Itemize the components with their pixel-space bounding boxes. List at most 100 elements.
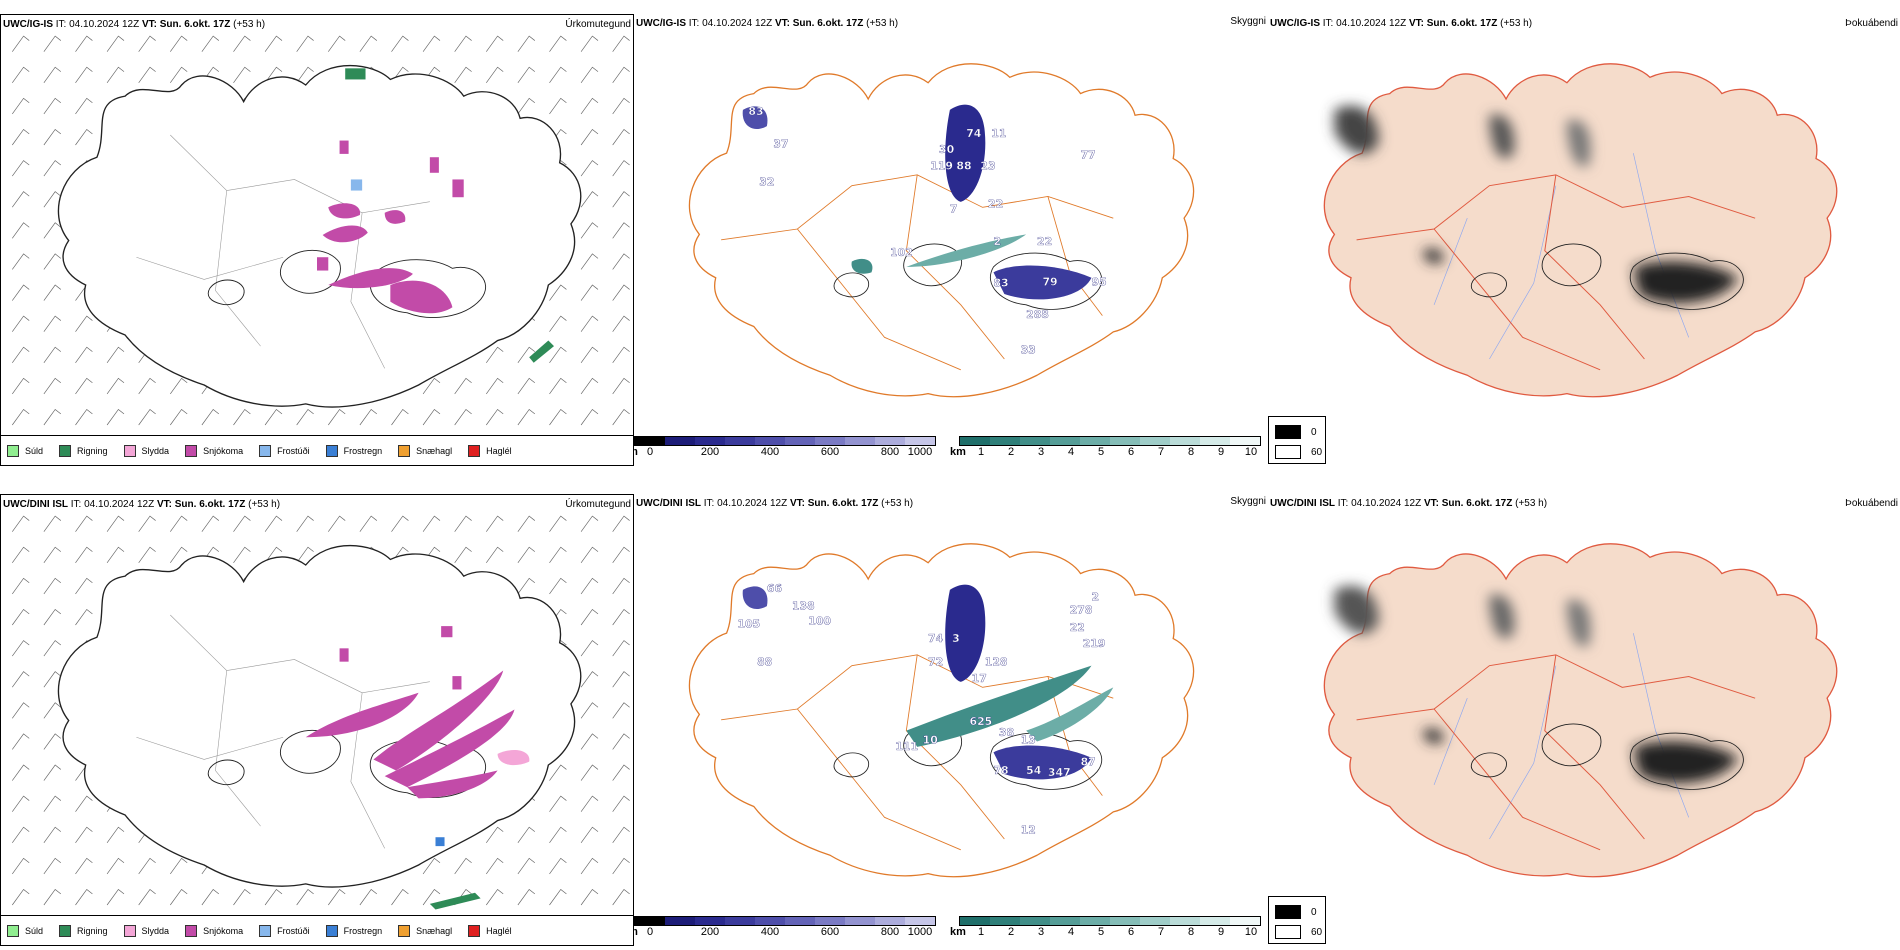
- wind-barb: [612, 733, 630, 750]
- wind-barb: [12, 515, 30, 532]
- wind-barb: [106, 515, 125, 532]
- legend-item: Frostúði: [259, 924, 310, 937]
- wind-barb: [328, 35, 346, 52]
- wind-barb: [264, 546, 283, 563]
- tick: 6: [1127, 926, 1135, 938]
- wind-barb: [580, 222, 599, 239]
- wind-barb: [296, 35, 314, 52]
- regional-boundaries: [136, 134, 430, 369]
- wind-barb: [486, 35, 504, 52]
- wind-barb: [517, 408, 536, 426]
- wind-barb: [43, 253, 62, 270]
- wind-barb: [454, 515, 472, 532]
- wind-barb: [43, 857, 62, 875]
- wind-barb: [296, 66, 314, 83]
- wind-barb: [612, 253, 630, 270]
- wind-barb: [612, 315, 630, 332]
- rain-areas: [345, 68, 554, 363]
- tick: 4: [1067, 446, 1075, 458]
- ceiling-unit: m: [634, 446, 638, 458]
- fog-roads: [1356, 174, 1756, 371]
- wind-barb: [296, 888, 314, 906]
- wind-barb: [517, 857, 536, 875]
- wind-barb: [517, 826, 536, 843]
- elevation-label: 79: [1042, 275, 1057, 288]
- tick: 1000: [907, 926, 933, 938]
- wind-barb: [170, 377, 188, 395]
- wind-barb: [549, 408, 567, 426]
- fog-key: 0 60: [1268, 416, 1326, 464]
- wind-barb: [328, 408, 346, 426]
- wind-barb: [12, 377, 30, 395]
- tick: 5: [1097, 446, 1105, 458]
- panel-header-ceiling: Skyggni: [1230, 496, 1266, 507]
- wind-barb: [201, 515, 220, 532]
- wind-barb: [201, 888, 220, 906]
- elevation-label: 74: [966, 127, 982, 140]
- elevation-label: 128: [985, 656, 1008, 669]
- wind-barb: [43, 346, 62, 363]
- wind-barb: [75, 795, 93, 812]
- wind-barb: [43, 577, 62, 595]
- tick: 3: [1037, 926, 1045, 938]
- legend-item: Rigning: [59, 924, 108, 937]
- legend-item: Snæhagl: [398, 444, 452, 457]
- wind-barb: [43, 160, 62, 177]
- wind-barb: [75, 577, 93, 595]
- tick: 400: [760, 926, 780, 938]
- fog-areas: [1334, 105, 1739, 304]
- wind-barb: [580, 377, 599, 395]
- wind-barb: [75, 515, 93, 532]
- wind-barb: [43, 284, 62, 301]
- wind-barb: [391, 408, 409, 426]
- wind-barb: [612, 191, 630, 208]
- tick: 0: [646, 446, 654, 458]
- wind-barb: [12, 826, 30, 843]
- wind-barb: [612, 515, 630, 532]
- wind-barb: [580, 191, 599, 208]
- visibility-colorbar-boxes: [959, 436, 1261, 446]
- legend-item: Haglél: [468, 444, 512, 457]
- legend-item: Snjókoma: [185, 444, 243, 457]
- tick: 2: [1007, 446, 1015, 458]
- legend-item: Snjókoma: [185, 924, 243, 937]
- elevation-label: 54: [1026, 764, 1042, 777]
- wind-barb: [612, 377, 630, 395]
- wind-barb: [580, 733, 599, 750]
- wind-barb: [43, 702, 62, 719]
- wind-barb: [43, 35, 62, 52]
- wind-barb: [580, 346, 599, 363]
- wind-barb: [233, 546, 251, 563]
- wind-barb: [580, 160, 599, 177]
- legend-item: Frostregn: [325, 444, 382, 457]
- wind-barb: [422, 35, 441, 52]
- panel-header-ceiling: Skyggni: [1230, 16, 1266, 27]
- elevation-label: 66: [767, 582, 782, 595]
- wind-barb: [422, 408, 441, 426]
- wind-barb: [612, 702, 630, 719]
- tick: 9: [1217, 446, 1225, 458]
- wind-barb: [43, 128, 62, 146]
- wind-barb: [12, 222, 30, 239]
- tick: 8: [1187, 446, 1195, 458]
- wind-barb: [391, 35, 409, 52]
- wind-barb: [549, 795, 567, 812]
- ceiling-colorbar-boxes: [634, 916, 936, 926]
- wind-barb: [612, 222, 630, 239]
- wind-barb: [612, 857, 630, 875]
- fog-map: [1323, 543, 1838, 878]
- legend-item: Frostregn: [325, 924, 382, 937]
- wind-barb: [12, 253, 30, 270]
- wind-barb: [580, 253, 599, 270]
- wind-barb: [75, 826, 93, 843]
- snow-areas: [317, 140, 464, 314]
- wind-barb: [43, 640, 62, 657]
- panel-title: UWC/DINI ISL IT: 04.10.2024 12Z VT: Sun.…: [636, 498, 914, 509]
- wind-barb: [486, 888, 504, 906]
- wind-barb: [264, 408, 283, 426]
- wind-barb: [580, 888, 599, 906]
- ceiling-panel-row1: UWC/IG-IS IT: 04.10.2024 12Z VT: Sun. 6.…: [634, 14, 1268, 466]
- wind-barb: [43, 764, 62, 781]
- wind-barb: [75, 315, 93, 332]
- freezing-rain-areas: [435, 837, 445, 847]
